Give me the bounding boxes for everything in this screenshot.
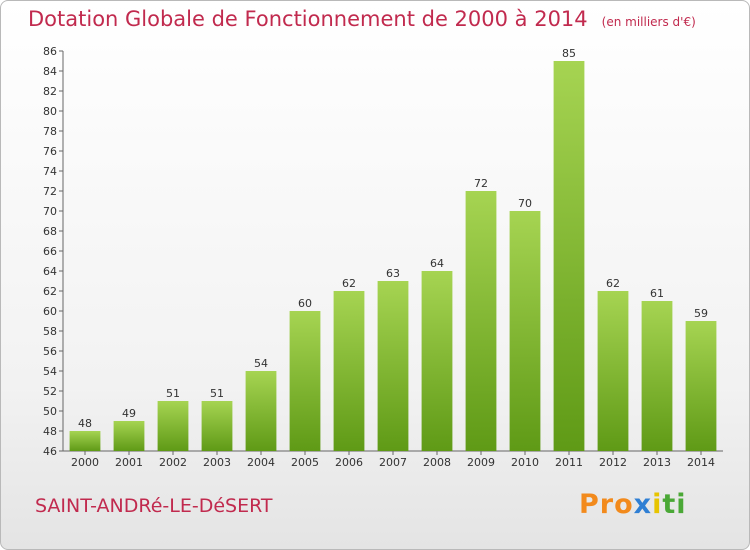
bar <box>245 371 277 451</box>
y-tick-label: 54 <box>43 365 57 378</box>
bar-value-label: 85 <box>562 47 576 60</box>
y-tick-label: 66 <box>43 245 57 258</box>
y-tick-label: 70 <box>43 205 57 218</box>
bar-value-label: 54 <box>254 357 268 370</box>
y-tick-label: 62 <box>43 285 57 298</box>
x-tick-label: 2005 <box>291 456 319 469</box>
y-tick-label: 80 <box>43 105 57 118</box>
bar <box>509 211 541 451</box>
x-tick-label: 2001 <box>115 456 143 469</box>
bar <box>69 431 101 451</box>
bar <box>685 321 717 451</box>
y-tick-label: 50 <box>43 405 57 418</box>
x-tick-label: 2009 <box>467 456 495 469</box>
bar <box>201 401 233 451</box>
x-tick-label: 2008 <box>423 456 451 469</box>
bar <box>421 271 453 451</box>
y-tick-label: 84 <box>43 65 57 78</box>
y-tick-label: 82 <box>43 85 57 98</box>
bar-value-label: 60 <box>298 297 312 310</box>
bar-value-label: 61 <box>650 287 664 300</box>
x-tick-label: 2012 <box>599 456 627 469</box>
y-tick-label: 56 <box>43 345 57 358</box>
x-tick-label: 2013 <box>643 456 671 469</box>
bar <box>289 311 321 451</box>
bar-value-label: 72 <box>474 177 488 190</box>
x-tick-label: 2006 <box>335 456 363 469</box>
bar-value-label: 70 <box>518 197 532 210</box>
bar-value-label: 62 <box>606 277 620 290</box>
y-tick-label: 72 <box>43 185 57 198</box>
y-tick-label: 60 <box>43 305 57 318</box>
x-tick-label: 2011 <box>555 456 583 469</box>
bar-value-label: 62 <box>342 277 356 290</box>
bar <box>157 401 189 451</box>
y-tick-label: 78 <box>43 125 57 138</box>
x-tick-label: 2014 <box>687 456 715 469</box>
bar-value-label: 51 <box>166 387 180 400</box>
x-tick-label: 2003 <box>203 456 231 469</box>
bar <box>113 421 145 451</box>
bar-value-label: 63 <box>386 267 400 280</box>
y-tick-label: 68 <box>43 225 57 238</box>
x-tick-label: 2004 <box>247 456 275 469</box>
proxiti-logo: Proxiti <box>579 489 687 520</box>
chart-unit-note: (en milliers d'€) <box>601 15 696 29</box>
bar <box>333 291 365 451</box>
bar <box>553 61 585 451</box>
x-tick-label: 2002 <box>159 456 187 469</box>
y-tick-label: 76 <box>43 145 57 158</box>
bar-value-label: 64 <box>430 257 444 270</box>
y-tick-label: 48 <box>43 425 57 438</box>
x-tick-label: 2010 <box>511 456 539 469</box>
y-tick-label: 64 <box>43 265 57 278</box>
chart-title: Dotation Globale de Fonctionnement de 20… <box>28 7 588 31</box>
bar <box>641 301 673 451</box>
bar-value-label: 59 <box>694 307 708 320</box>
y-tick-label: 46 <box>43 445 57 458</box>
bar-value-label: 51 <box>210 387 224 400</box>
bar <box>597 291 629 451</box>
bar <box>377 281 409 451</box>
y-tick-label: 52 <box>43 385 57 398</box>
bar-value-label: 48 <box>78 417 92 430</box>
chart-title-block: Dotation Globale de Fonctionnement de 20… <box>28 7 696 31</box>
bar-value-label: 49 <box>122 407 136 420</box>
x-tick-label: 2007 <box>379 456 407 469</box>
x-tick-label: 2000 <box>71 456 99 469</box>
y-tick-label: 58 <box>43 325 57 338</box>
y-tick-label: 74 <box>43 165 57 178</box>
bar <box>465 191 497 451</box>
y-tick-label: 86 <box>43 45 57 58</box>
commune-name: SAINT-ANDRé-LE-DéSERT <box>35 495 273 517</box>
